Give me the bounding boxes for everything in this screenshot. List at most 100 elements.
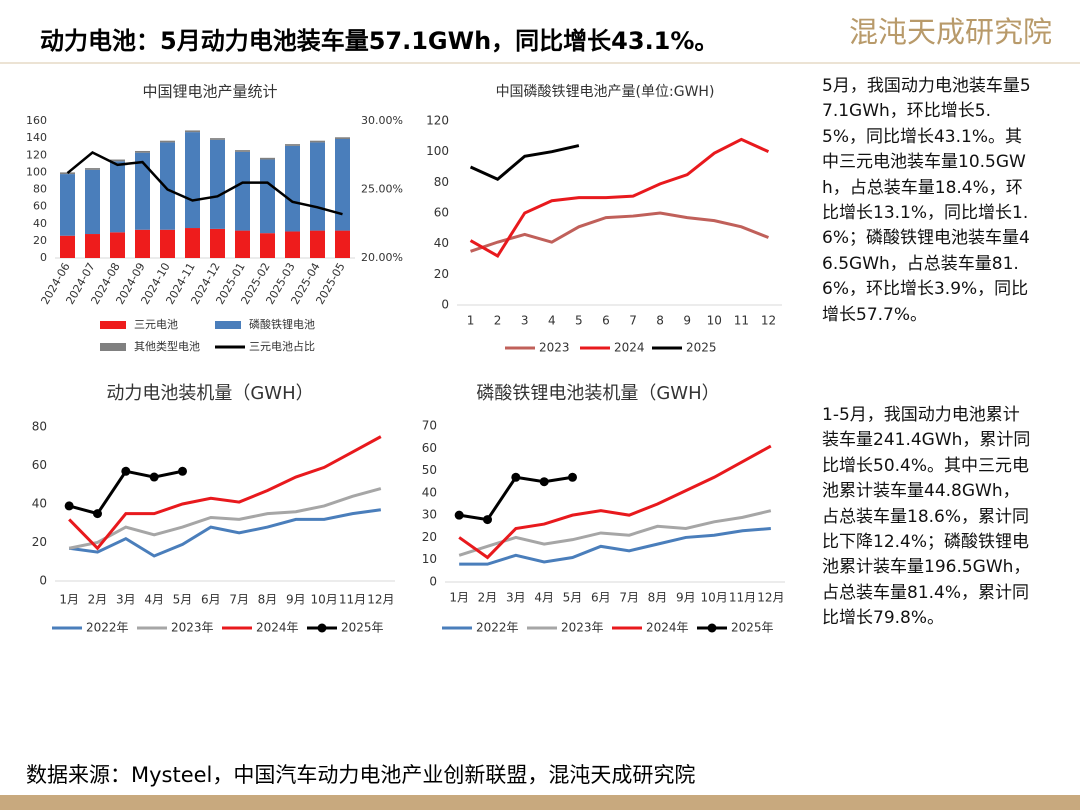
x-tick-label: 10月 xyxy=(311,593,338,607)
line xyxy=(66,151,343,216)
bar xyxy=(60,172,75,175)
y-tick-label: 0 xyxy=(429,575,437,589)
note: 5月，我国动力电池装车量57.1GWh，环比增长5.5%，同比增长43.1%。其… xyxy=(822,76,1031,325)
chart-title: 磷酸铁锂电池装机量（GWH） xyxy=(476,383,719,404)
legend-swatch xyxy=(215,321,241,329)
bar xyxy=(135,150,150,153)
y-tick-label: 30 xyxy=(422,508,437,522)
bar xyxy=(160,140,175,143)
bar xyxy=(135,229,150,258)
legend-swatch xyxy=(100,343,126,351)
y-tick-label: 40 xyxy=(422,485,437,499)
x-tick-label: 1月 xyxy=(59,593,79,607)
line xyxy=(458,509,772,557)
legend-label: 2025 xyxy=(686,341,717,355)
legend-label: 2025年 xyxy=(341,621,384,635)
x-tick-label: 6月 xyxy=(201,593,221,607)
x-tick-label: 8月 xyxy=(648,591,668,605)
marker xyxy=(454,510,464,520)
x-tick-label: 4月 xyxy=(144,593,164,607)
y-tick-label: 120 xyxy=(426,114,449,128)
legend-marker xyxy=(317,623,327,633)
x-tick-label: 4 xyxy=(548,314,556,328)
chart-title: 中国锂电池产量统计 xyxy=(142,83,277,101)
x-tick-label: 6月 xyxy=(591,591,611,605)
bar xyxy=(85,168,100,170)
line xyxy=(469,137,770,258)
bar xyxy=(110,232,125,258)
y-tick-label: 40 xyxy=(32,497,47,511)
y-tick-label: 80 xyxy=(434,175,449,189)
bar xyxy=(210,139,225,229)
x-tick-label: 9 xyxy=(683,314,691,328)
bar xyxy=(160,142,175,230)
bar xyxy=(285,144,300,146)
bar xyxy=(285,231,300,258)
y-tick-label: 100 xyxy=(426,144,449,158)
legend-label: 其他类型电池 xyxy=(134,339,200,353)
y-tick-label: 20 xyxy=(434,267,449,281)
bar xyxy=(310,140,325,143)
bar xyxy=(335,138,350,231)
marker xyxy=(121,466,131,476)
y-tick-label: 60 xyxy=(434,206,449,220)
bar xyxy=(85,234,100,258)
bar xyxy=(260,159,275,234)
line xyxy=(68,435,382,551)
x-tick-label: 1 xyxy=(467,314,475,328)
x-tick-label: 1月 xyxy=(449,591,469,605)
x-tick-label: 8 xyxy=(656,314,664,328)
x-tick-label: 3 xyxy=(521,314,529,328)
y-tick-label: 40 xyxy=(33,217,47,230)
legend-label: 2024年 xyxy=(256,621,299,635)
x-tick-label: 11 xyxy=(734,314,749,328)
legend-swatch xyxy=(100,321,126,329)
x-tick-label: 11月 xyxy=(729,591,756,605)
bar xyxy=(285,145,300,232)
y-tick-label: 80 xyxy=(33,183,47,196)
bar xyxy=(160,229,175,258)
x-tick-label: 12 xyxy=(761,314,776,328)
line xyxy=(470,211,770,253)
y-tick-label: 100 xyxy=(26,165,47,178)
bar xyxy=(110,161,125,233)
bar xyxy=(60,235,75,258)
bar xyxy=(185,132,200,229)
bar xyxy=(260,233,275,258)
marker xyxy=(64,501,74,511)
y-tick-label: 120 xyxy=(26,148,47,161)
slide-title: 动力电池：5月动力电池装车量57.1GWh，同比增长43.1%。 xyxy=(40,27,718,55)
chart-title: 动力电池装机量（GWH） xyxy=(106,383,313,404)
footer-bar xyxy=(0,795,1080,810)
line xyxy=(68,469,183,516)
line xyxy=(68,487,382,550)
x-tick-label: 9月 xyxy=(676,591,696,605)
y2-tick-label: 25.00% xyxy=(361,183,403,196)
line xyxy=(68,508,382,558)
y-tick-label: 70 xyxy=(422,419,437,433)
legend-label: 2025年 xyxy=(731,621,774,635)
legend-label: 磷酸铁锂电池 xyxy=(249,317,315,331)
x-tick-label: 12月 xyxy=(757,591,784,605)
y-tick-label: 10 xyxy=(422,552,437,566)
x-tick-label: 7月 xyxy=(229,593,249,607)
marker xyxy=(568,472,577,482)
x-tick-label: 3月 xyxy=(116,593,136,607)
y2-tick-label: 20.00% xyxy=(361,251,403,264)
bar xyxy=(60,174,75,236)
marker xyxy=(511,472,521,482)
x-tick-label: 9月 xyxy=(286,593,306,607)
bar xyxy=(260,157,275,160)
legend-marker xyxy=(707,623,717,633)
y-tick-label: 140 xyxy=(26,131,47,144)
bar xyxy=(110,159,125,162)
legend-label: 2023年 xyxy=(171,621,214,635)
legend-label: 2022年 xyxy=(476,621,519,635)
y-tick-label: 0 xyxy=(40,251,47,264)
x-tick-label: 7月 xyxy=(619,591,639,605)
y-tick-label: 60 xyxy=(33,200,47,213)
x-tick-label: 6 xyxy=(602,314,610,328)
bar xyxy=(185,228,200,258)
x-tick-label: 8月 xyxy=(258,593,278,607)
bar xyxy=(135,152,150,230)
